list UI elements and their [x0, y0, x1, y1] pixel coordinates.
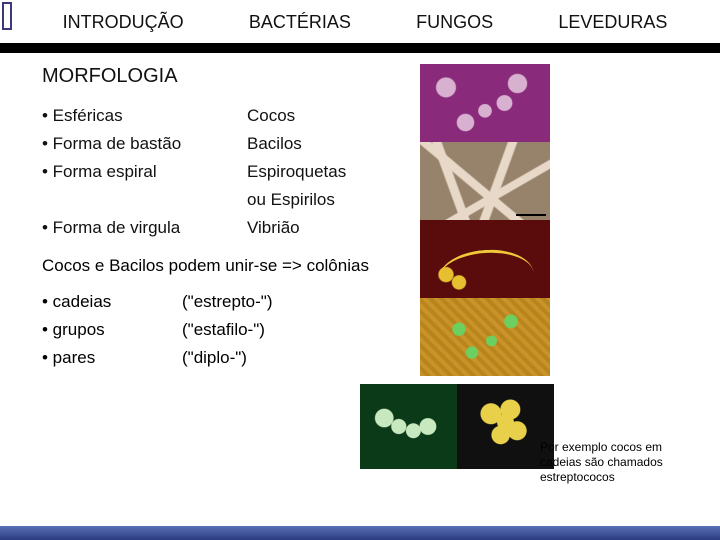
shape-label: • Forma espiral [42, 162, 247, 182]
vibrio-micrograph [420, 298, 550, 376]
footer-band [0, 526, 720, 540]
prefix-row: • pares ("diplo-") [42, 348, 690, 368]
colonies-sentence: Cocos e Bacilos podem unir-se => colônia… [42, 256, 690, 276]
nav-tabs: INTRODUÇÃO BACTÉRIAS FUNGOS LEVEDURAS [0, 0, 720, 37]
morphology-row: • Forma de virgula Vibrião [42, 218, 690, 238]
prefix-row: • cadeias ("estrepto-") [42, 292, 690, 312]
shape-label: • Forma de bastão [42, 134, 247, 154]
morphology-row: • Forma de bastão Bacilos [42, 134, 690, 154]
shape-name: Espiroquetas [247, 162, 437, 182]
morphology-row: • Forma espiral Espiroquetas [42, 162, 690, 182]
example-footnote: Por exemplo cocos em cadeias são chamado… [540, 440, 700, 485]
shape-name: ou Espirilos [247, 190, 437, 210]
morphology-row: ou Espirilos [42, 190, 690, 210]
micrograph-stack [420, 64, 550, 376]
tab-bacterias[interactable]: BACTÉRIAS [241, 8, 359, 37]
shape-label: • Esféricas [42, 106, 247, 126]
colony-form: • pares [42, 348, 182, 368]
colony-prefix: ("estrepto-") [182, 292, 272, 312]
colony-form: • grupos [42, 320, 182, 340]
slide-corner-marker [2, 2, 12, 30]
micrograph-row [360, 384, 554, 469]
colony-prefix: ("diplo-") [182, 348, 247, 368]
cocci-micrograph [420, 64, 550, 142]
prefix-row: • grupos ("estafilo-") [42, 320, 690, 340]
shape-name: Vibrião [247, 218, 437, 238]
divider-band [0, 43, 720, 53]
streptococci-micrograph [360, 384, 457, 469]
colony-form: • cadeias [42, 292, 182, 312]
shape-name: Bacilos [247, 134, 437, 154]
spirochete-micrograph [420, 220, 550, 298]
tab-introducao[interactable]: INTRODUÇÃO [55, 8, 192, 37]
shape-name: Cocos [247, 106, 437, 126]
shape-label [42, 190, 247, 210]
tab-fungos[interactable]: FUNGOS [408, 8, 501, 37]
morphology-row: • Esféricas Cocos [42, 106, 690, 126]
colony-prefix: ("estafilo-") [182, 320, 265, 340]
shape-label: • Forma de virgula [42, 218, 247, 238]
section-title: MORFOLOGIA [42, 65, 690, 88]
tab-leveduras[interactable]: LEVEDURAS [550, 8, 675, 37]
bacilli-micrograph [420, 142, 550, 220]
